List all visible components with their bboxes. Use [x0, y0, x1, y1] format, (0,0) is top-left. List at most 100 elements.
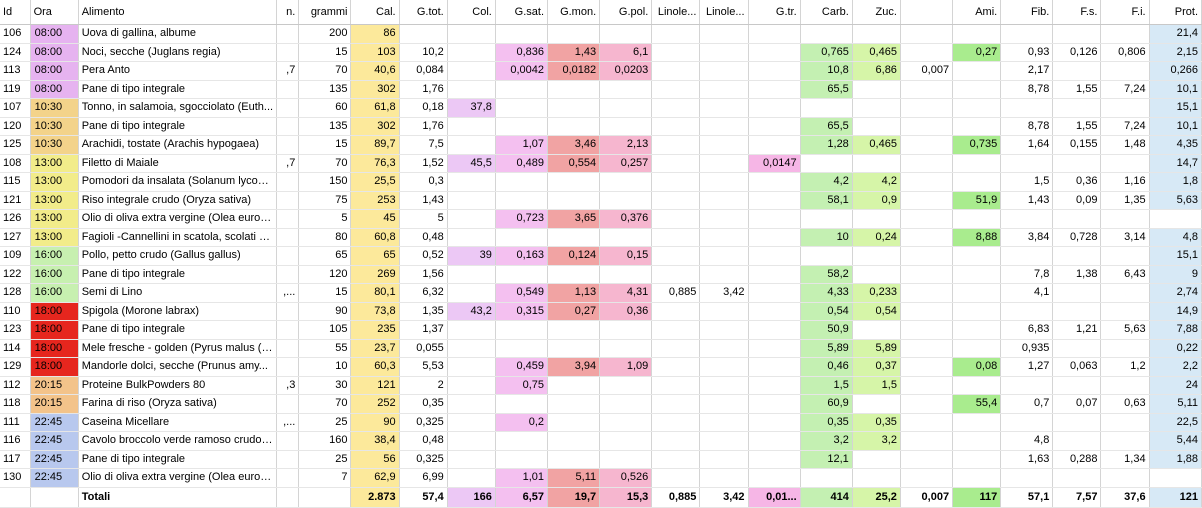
cell-linole1[interactable] [651, 172, 701, 192]
cell-grammi[interactable]: 65 [298, 246, 352, 266]
cell-zuc[interactable] [852, 394, 901, 414]
cell-ami[interactable]: 0,27 [952, 43, 1002, 62]
cell-n[interactable]: ,7 [276, 61, 300, 81]
cell-carb[interactable]: 58,2 [800, 265, 853, 284]
cell-id[interactable]: 110 [0, 302, 31, 321]
cell-carb[interactable]: 65,5 [800, 117, 853, 136]
cell-id[interactable]: 126 [0, 209, 31, 229]
cell-grammi[interactable]: 7 [298, 468, 352, 488]
column-header-fib[interactable]: Fib. [1000, 0, 1054, 25]
cell-linole2[interactable] [699, 468, 749, 488]
cell-linole1[interactable] [651, 302, 701, 321]
cell-prot[interactable]: 9 [1149, 265, 1202, 284]
cell-linole1[interactable] [651, 80, 701, 99]
cell-grammi[interactable]: 70 [298, 394, 352, 414]
cell-ami[interactable] [952, 431, 1002, 451]
cell-id[interactable]: 124 [0, 43, 31, 62]
cell-xx[interactable] [900, 154, 954, 173]
cell-gtr[interactable] [748, 98, 801, 118]
cell-ami[interactable] [952, 320, 1002, 340]
cell-linole2[interactable] [699, 24, 749, 44]
cell-fi[interactable] [1100, 24, 1150, 44]
cell-xx[interactable] [900, 339, 954, 358]
column-header-grammi[interactable]: grammi [298, 0, 352, 25]
cell-ami[interactable] [952, 376, 1002, 395]
cell-id[interactable]: 106 [0, 24, 31, 44]
cell-alimento[interactable]: Semi di Lino [78, 283, 278, 303]
column-header-n[interactable]: n. [276, 0, 300, 25]
cell-gmon[interactable] [547, 394, 601, 414]
cell-ami[interactable]: 55,4 [952, 394, 1002, 414]
column-header-alimento[interactable]: Alimento [78, 0, 278, 25]
cell-grammi[interactable]: 80 [298, 228, 352, 247]
cell-cal[interactable]: 235 [350, 320, 400, 340]
cell-alimento[interactable]: Tonno, in salamoia, sgocciolato (Euth... [78, 98, 278, 118]
cell-xx[interactable] [900, 24, 954, 44]
cell-gpol[interactable] [599, 431, 653, 451]
cell-linole1[interactable] [651, 265, 701, 284]
cell-fi[interactable]: 0,63 [1100, 394, 1150, 414]
cell-gtr[interactable] [748, 376, 801, 395]
cell-fib[interactable] [1000, 154, 1054, 173]
cell-linole2[interactable] [699, 98, 749, 118]
cell-ora[interactable]: 10:30 [30, 117, 79, 136]
cell-prot[interactable]: 4,35 [1149, 135, 1202, 155]
cell-linole1[interactable] [651, 320, 701, 340]
cell-cal[interactable]: 38,4 [350, 431, 400, 451]
cell-prot[interactable]: 15,1 [1149, 98, 1202, 118]
cell-fib[interactable] [1000, 246, 1054, 266]
cell-gtot[interactable]: 1,35 [399, 302, 448, 321]
cell-grammi[interactable]: 105 [298, 320, 352, 340]
cell-fib[interactable] [1000, 98, 1054, 118]
cell-cal[interactable]: 89,7 [350, 135, 400, 155]
table-row[interactable]: 112 20:15 Proteine BulkPowders 80,3 30 121 2 0… [0, 376, 1202, 395]
cell-gtr[interactable] [748, 80, 801, 99]
cell-linole2[interactable] [699, 394, 749, 414]
cell-carb[interactable] [800, 246, 853, 266]
cell-fs[interactable] [1052, 302, 1102, 321]
cell-alimento[interactable]: Noci, secche (Juglans regia) [78, 43, 278, 62]
cell-zuc[interactable] [852, 468, 901, 488]
cell-gtot[interactable]: 0,084 [399, 61, 448, 81]
cell-linole1[interactable] [651, 209, 701, 229]
cell-gsat[interactable]: 0,75 [495, 376, 549, 395]
cell-carb[interactable]: 10,8 [800, 61, 853, 81]
column-header-fs[interactable]: F.s. [1052, 0, 1102, 25]
cell-fs[interactable] [1052, 468, 1102, 488]
cell-gtr[interactable] [748, 172, 801, 192]
cell-gsat[interactable] [495, 24, 549, 44]
cell-col[interactable] [447, 468, 496, 488]
cell-linole1[interactable] [651, 357, 701, 377]
cell-linole2[interactable] [699, 172, 749, 192]
cell-zuc[interactable]: 1,5 [852, 376, 901, 395]
cell-alimento[interactable]: Olio di oliva extra vergine (Olea europ.… [78, 209, 278, 229]
cell-grammi[interactable]: 15 [298, 43, 352, 62]
cell-n[interactable] [276, 394, 300, 414]
cell-ora[interactable]: 22:45 [30, 431, 79, 451]
cell-fs[interactable]: 1,55 [1052, 117, 1102, 136]
cell-id[interactable]: 116 [0, 431, 31, 451]
cell-col[interactable]: 39 [447, 246, 496, 266]
cell-fib[interactable]: 6,83 [1000, 320, 1054, 340]
cell-ami[interactable] [952, 339, 1002, 358]
cell-ami[interactable] [952, 413, 1002, 432]
cell-fs[interactable] [1052, 376, 1102, 395]
cell-id[interactable]: 113 [0, 61, 31, 81]
cell-zuc[interactable] [852, 98, 901, 118]
cell-gmon[interactable] [547, 265, 601, 284]
cell-gsat[interactable] [495, 320, 549, 340]
cell-gtot[interactable]: 1,56 [399, 265, 448, 284]
cell-gpol[interactable] [599, 80, 653, 99]
cell-col[interactable] [447, 191, 496, 210]
cell-ami[interactable]: 8,88 [952, 228, 1002, 247]
table-row[interactable]: 116 22:45 Cavolo broccolo verde ramoso cru… [0, 431, 1202, 451]
cell-gpol[interactable]: 0,526 [599, 468, 653, 488]
cell-fi[interactable] [1100, 61, 1150, 81]
table-row[interactable]: 117 22:45 Pane di tipo integrale 25 56 0,325 1… [0, 450, 1202, 469]
cell-gpol[interactable]: 0,0203 [599, 61, 653, 81]
cell-ora[interactable]: 22:45 [30, 413, 79, 432]
cell-xx[interactable] [900, 191, 954, 210]
cell-zuc[interactable]: 4,2 [852, 172, 901, 192]
cell-ora[interactable]: 22:45 [30, 468, 79, 488]
cell-gpol[interactable]: 0,376 [599, 209, 653, 229]
